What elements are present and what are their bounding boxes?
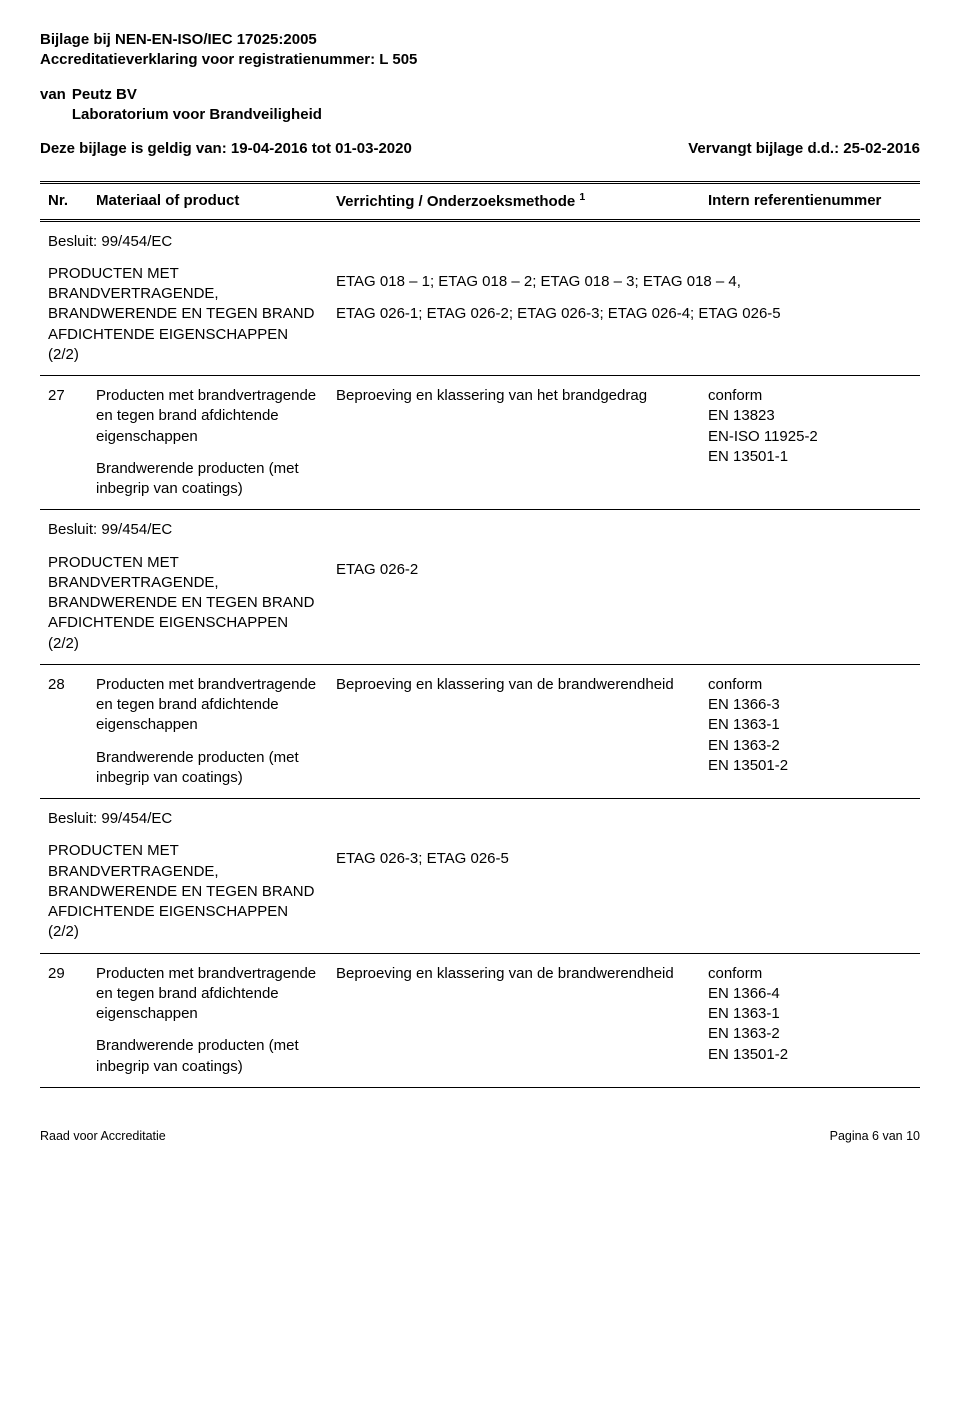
document-header: Bijlage bij NEN-EN-ISO/IEC 17025:2005 Ac…: [40, 30, 920, 159]
row-nr: 27: [40, 376, 88, 510]
etag-line-a: ETAG 018 – 1; ETAG 018 – 2; ETAG 018 – 3…: [336, 272, 912, 292]
table-row: 27 Producten met brandvertragende en teg…: [40, 376, 920, 510]
col-header-materiaal: Materiaal of product: [88, 183, 328, 220]
row-nr: 28: [40, 664, 88, 798]
row-product-cell: Producten met brandvertragende en tegen …: [88, 376, 328, 510]
ref-line: EN 1363-1: [708, 1004, 912, 1024]
row-product-b: Brandwerende producten (met inbegrip van…: [96, 1036, 320, 1077]
col-header-verrichting-text: Verrichting / Onderzoeksmethode: [336, 193, 579, 210]
row-ref-cell: conform EN 1366-4 EN 1363-1 EN 1363-2 EN…: [700, 953, 920, 1087]
section-right-cell: ETAG 026-2: [328, 510, 920, 665]
ref-line: conform: [708, 675, 912, 695]
row-product-a: Producten met brandvertragende en tegen …: [96, 386, 320, 447]
ref-line: EN 13823: [708, 406, 912, 426]
row-product-a: Producten met brandvertragende en tegen …: [96, 675, 320, 736]
footer-left: Raad voor Accreditatie: [40, 1128, 166, 1145]
row-product-cell: Producten met brandvertragende en tegen …: [88, 953, 328, 1087]
ref-line: EN 13501-1: [708, 447, 912, 467]
etag-line: ETAG 026-3; ETAG 026-5: [336, 849, 912, 869]
lab-name: Laboratorium voor Brandveiligheid: [72, 105, 322, 125]
col-header-verrichting-sup: 1: [579, 191, 585, 203]
row-product-cell: Producten met brandvertragende en tegen …: [88, 664, 328, 798]
section-row: Besluit: 99/454/EC PRODUCTEN MET BRANDVE…: [40, 510, 920, 665]
row-method-cell: Beproeving en klassering van de brandwer…: [328, 953, 700, 1087]
ref-line: EN 1363-2: [708, 1024, 912, 1044]
ref-line: EN 1366-3: [708, 695, 912, 715]
besluit-text: Besluit: 99/454/EC: [48, 809, 320, 829]
col-header-verrichting: Verrichting / Onderzoeksmethode 1: [328, 183, 700, 220]
producten-text: PRODUCTEN MET BRANDVERTRAGENDE, BRANDWER…: [48, 264, 320, 365]
section-left-cell: Besluit: 99/454/EC PRODUCTEN MET BRANDVE…: [40, 220, 328, 376]
section-row: Besluit: 99/454/EC PRODUCTEN MET BRANDVE…: [40, 799, 920, 954]
accreditation-table: Nr. Materiaal of product Verrichting / O…: [40, 181, 920, 1088]
issuer-block: Peutz BV Laboratorium voor Brandveilighe…: [72, 85, 322, 126]
etag-line-b: ETAG 026-1; ETAG 026-2; ETAG 026-3; ETAG…: [336, 304, 912, 324]
ref-line: EN 1366-4: [708, 984, 912, 1004]
ref-line: conform: [708, 386, 912, 406]
ref-line: EN 13501-2: [708, 1045, 912, 1065]
producten-text: PRODUCTEN MET BRANDVERTRAGENDE, BRANDWER…: [48, 841, 320, 942]
ref-line: EN-ISO 11925-2: [708, 427, 912, 447]
company-name: Peutz BV: [72, 85, 322, 105]
section-left-cell: Besluit: 99/454/EC PRODUCTEN MET BRANDVE…: [40, 510, 328, 665]
etag-line: ETAG 026-2: [336, 560, 912, 580]
section-right-cell: ETAG 018 – 1; ETAG 018 – 2; ETAG 018 – 3…: [328, 220, 920, 376]
header-line-2: Accreditatieverklaring voor registratien…: [40, 50, 920, 70]
replaces-text: Vervangt bijlage d.d.: 25-02-2016: [688, 139, 920, 159]
section-row: Besluit: 99/454/EC PRODUCTEN MET BRANDVE…: [40, 220, 920, 376]
section-right-cell: ETAG 026-3; ETAG 026-5: [328, 799, 920, 954]
page-footer: Raad voor Accreditatie Pagina 6 van 10: [40, 1122, 920, 1145]
footer-right: Pagina 6 van 10: [830, 1128, 920, 1145]
row-nr: 29: [40, 953, 88, 1087]
row-product-b: Brandwerende producten (met inbegrip van…: [96, 459, 320, 500]
validity-text: Deze bijlage is geldig van: 19-04-2016 t…: [40, 139, 412, 159]
besluit-text: Besluit: 99/454/EC: [48, 232, 320, 252]
col-header-nr: Nr.: [40, 183, 88, 220]
row-product-b: Brandwerende producten (met inbegrip van…: [96, 748, 320, 789]
issuer-row: van Peutz BV Laboratorium voor Brandveil…: [40, 85, 920, 126]
producten-text: PRODUCTEN MET BRANDVERTRAGENDE, BRANDWER…: [48, 553, 320, 654]
validity-row: Deze bijlage is geldig van: 19-04-2016 t…: [40, 139, 920, 159]
ref-line: EN 1363-1: [708, 715, 912, 735]
ref-line: EN 13501-2: [708, 756, 912, 776]
section-left-cell: Besluit: 99/454/EC PRODUCTEN MET BRANDVE…: [40, 799, 328, 954]
col-header-intern: Intern referentienummer: [700, 183, 920, 220]
row-method-cell: Beproeving en klassering van de brandwer…: [328, 664, 700, 798]
row-product-a: Producten met brandvertragende en tegen …: [96, 964, 320, 1025]
van-label: van: [40, 85, 66, 126]
ref-line: EN 1363-2: [708, 736, 912, 756]
besluit-text: Besluit: 99/454/EC: [48, 520, 320, 540]
ref-line: conform: [708, 964, 912, 984]
row-method-cell: Beproeving en klassering van het brandge…: [328, 376, 700, 510]
table-row: 28 Producten met brandvertragende en teg…: [40, 664, 920, 798]
row-ref-cell: conform EN 13823 EN-ISO 11925-2 EN 13501…: [700, 376, 920, 510]
header-line-1: Bijlage bij NEN-EN-ISO/IEC 17025:2005: [40, 30, 920, 50]
table-row: 29 Producten met brandvertragende en teg…: [40, 953, 920, 1087]
table-header-row: Nr. Materiaal of product Verrichting / O…: [40, 183, 920, 220]
row-ref-cell: conform EN 1366-3 EN 1363-1 EN 1363-2 EN…: [700, 664, 920, 798]
